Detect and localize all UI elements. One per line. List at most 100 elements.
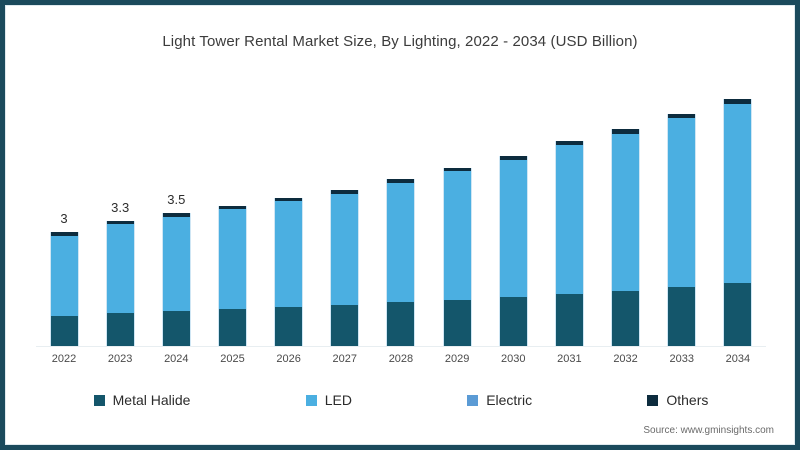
bar-slot — [373, 95, 429, 347]
bar-segment-others — [555, 140, 583, 146]
bar-value-label: 3.5 — [167, 192, 186, 208]
x-axis-tick-2027: 2027 — [332, 353, 358, 365]
bar-segment-others — [724, 98, 752, 104]
square-swatch — [93, 394, 105, 406]
bar-segment-led — [555, 145, 583, 294]
bar-segment-led — [50, 235, 78, 316]
source-attribution: Source: www.gminsights.com — [643, 425, 774, 436]
stacked-bar[interactable] — [217, 205, 247, 347]
x-axis-tick-2033: 2033 — [669, 353, 694, 365]
bar-slot — [204, 95, 260, 347]
legend-label: Metal Halide — [112, 392, 191, 408]
bar-slot — [261, 95, 317, 347]
x-axis-tick-2024: 2024 — [164, 353, 189, 365]
legend-item-electric[interactable]: Electric — [467, 392, 532, 408]
stacked-bar[interactable] — [442, 167, 472, 347]
square-swatch — [305, 394, 317, 406]
bar-segment-led — [162, 216, 190, 312]
bar-segment-metal-halide — [218, 308, 246, 347]
border-right — [795, 0, 800, 450]
legend-label: Others — [666, 392, 709, 408]
x-axis-tick-2032: 2032 — [613, 353, 638, 365]
x-axis-labels: 2022 2023 2024 2025 2026 2027 2028 2029 2030 2031… — [36, 353, 766, 365]
bar-segment-others — [612, 129, 640, 134]
x-axis-tick-2022: 2022 — [51, 353, 77, 365]
legend-item-others[interactable]: Others — [647, 392, 708, 408]
bar-segment-led — [275, 201, 303, 307]
bar-segment-others — [668, 114, 696, 119]
x-axis-tick-2028: 2028 — [388, 353, 414, 365]
stacked-bar[interactable] — [330, 190, 360, 347]
x-axis-tick-2031: 2031 — [557, 353, 582, 365]
bar-segment-metal-halide — [443, 299, 471, 347]
bar-slot: 3.3 — [92, 95, 148, 347]
legend-item-metal-halide[interactable]: Metal Halide — [93, 392, 191, 408]
bar-segment-metal-halide — [724, 283, 752, 347]
square-swatch — [647, 394, 659, 406]
bar-slot — [485, 95, 541, 347]
bar-segment-metal-halide — [555, 293, 583, 347]
plot-area: 3 3.3 3.5 — [36, 95, 766, 347]
bar-segment-metal-halide — [50, 315, 78, 347]
x-axis-tick-2030: 2030 — [501, 353, 526, 365]
bar-slot — [710, 95, 766, 347]
stacked-bar[interactable] — [723, 98, 753, 347]
stacked-bar[interactable] — [161, 213, 191, 347]
bar-segment-others — [218, 205, 246, 209]
bar-segment-metal-halide — [275, 306, 303, 347]
bar-segment-others — [387, 179, 415, 183]
bar-slot — [317, 95, 373, 347]
bar-slot: 3 — [36, 95, 92, 347]
square-swatch — [467, 394, 479, 406]
bar-segment-metal-halide — [612, 290, 640, 347]
legend-label: LED — [324, 392, 352, 408]
border-top — [0, 0, 800, 5]
bar-segment-others — [499, 156, 527, 160]
border-left — [0, 0, 5, 450]
bar-segment-others — [162, 213, 190, 217]
stacked-bar[interactable] — [554, 140, 584, 347]
bar-segment-led — [218, 208, 246, 309]
stacked-bar[interactable] — [274, 198, 304, 347]
x-axis-tick-2026: 2026 — [276, 353, 301, 365]
bar-segment-led — [443, 171, 471, 300]
legend-item-led[interactable]: LED — [305, 392, 352, 408]
bar-segment-led — [106, 224, 134, 314]
chart-title: Light Tower Rental Market Size, By Light… — [162, 33, 638, 50]
bar-segment-others — [106, 221, 134, 225]
chart-legend: Metal Halide LED Electric Others — [36, 392, 766, 408]
bar-segment-metal-halide — [331, 305, 359, 347]
stacked-bar[interactable] — [105, 221, 135, 347]
bar-segment-metal-halide — [668, 287, 696, 347]
bar-segment-others — [443, 167, 471, 172]
bar-segment-metal-halide — [162, 311, 190, 347]
legend-label: Electric — [486, 392, 533, 408]
bar-value-label: 3 — [60, 211, 68, 227]
bar-group: 3 3.3 3.5 — [36, 95, 766, 347]
bar-segment-led — [668, 118, 696, 288]
x-axis-tick-2025: 2025 — [220, 353, 245, 365]
bar-segment-led — [499, 159, 527, 297]
bar-segment-led — [612, 133, 640, 291]
stacked-bar[interactable] — [667, 114, 697, 347]
bar-segment-others — [50, 232, 78, 236]
x-axis-tick-2029: 2029 — [444, 353, 470, 365]
x-axis-tick-2034: 2034 — [725, 353, 751, 365]
bar-slot — [598, 95, 654, 347]
bar-segment-others — [275, 198, 303, 202]
bar-segment-led — [724, 103, 752, 284]
x-axis-tick-2023: 2023 — [107, 353, 133, 365]
bar-segment-others — [331, 190, 359, 194]
bar-segment-led — [387, 182, 415, 303]
x-axis-line — [36, 346, 766, 347]
stacked-bar[interactable] — [611, 129, 641, 347]
bar-segment-metal-halide — [106, 313, 134, 347]
bar-segment-metal-halide — [499, 296, 527, 347]
stacked-bar[interactable] — [386, 179, 416, 347]
bar-value-label: 3.3 — [111, 200, 130, 215]
bar-slot — [541, 95, 597, 347]
stacked-bar[interactable] — [49, 232, 79, 347]
stacked-bar[interactable] — [498, 156, 528, 347]
bar-segment-led — [331, 193, 359, 305]
